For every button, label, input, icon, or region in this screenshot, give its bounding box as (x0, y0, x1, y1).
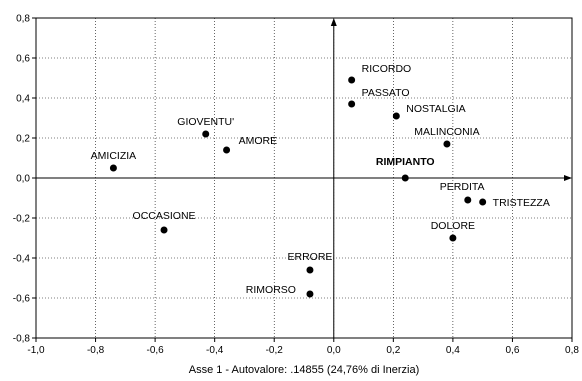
y-tick-label: -0,2 (13, 214, 31, 225)
x-tick-label: 0,8 (565, 345, 579, 356)
point-label-errore: ERRORE (287, 251, 332, 263)
zero-axes (36, 18, 572, 338)
x-tick-label: -0,6 (146, 345, 164, 356)
point-label-amore: AMORE (239, 135, 278, 147)
y-tick-label: -0,8 (13, 334, 31, 345)
point-label-nostalgia: NOSTALGIA (406, 103, 465, 115)
x-tick-label: 0,2 (386, 345, 400, 356)
tick-labels: -1,0 -0,8 -0,6 -0,4 -0,2 0,0 0,2 0,4 0,6 0,8-0,8-… (13, 14, 580, 357)
y-tick-label: 0,8 (16, 14, 30, 25)
y-tick-label: 0,2 (16, 134, 30, 145)
x-tick-label: -0,8 (87, 345, 105, 356)
point-errore (306, 266, 314, 274)
y-tick-label: -0,4 (13, 254, 31, 265)
point-label-occasione: OCCASIONE (133, 210, 196, 222)
y-tick-label: -0,6 (13, 294, 31, 305)
point-gioventu (202, 130, 210, 138)
point-dolore (449, 234, 457, 242)
point-nostalgia (392, 112, 400, 120)
point-passato (348, 100, 356, 108)
point-ricordo (348, 76, 356, 84)
x-tick-label: -1,0 (27, 345, 45, 356)
x-tick-label: -0,4 (206, 345, 224, 356)
x-tick-label: 0,4 (446, 345, 460, 356)
point-label-rimorso: RIMORSO (246, 284, 296, 296)
x-axis-arrowhead (564, 175, 572, 181)
y-tick-label: 0,6 (16, 54, 30, 65)
point-label-perdita: PERDITA (440, 181, 485, 193)
point-rimpianto (401, 174, 409, 182)
point-amicizia (109, 164, 117, 172)
point-malinconia (443, 140, 451, 148)
data-points: RICORDO PASSATO NOSTALGIA MALINCONIA GIOVENT… (91, 63, 550, 298)
point-perdita (464, 196, 472, 204)
point-label-amicizia: AMICIZIA (91, 150, 137, 162)
point-occasione (160, 226, 168, 234)
x-axis-label: Asse 1 - Autovalore: .14855 (24,76% di I… (189, 364, 420, 376)
point-label-rimpianto: RIMPIANTO (376, 156, 435, 168)
x-tick-label: -0,2 (266, 345, 284, 356)
point-label-passato: PASSATO (362, 87, 410, 99)
point-label-gioventu: GIOVENTU' (177, 116, 234, 128)
point-label-malinconia: MALINCONIA (414, 126, 479, 138)
x-tick-label: 0,0 (327, 345, 341, 356)
point-amore (223, 146, 231, 154)
point-tristezza (479, 198, 487, 206)
point-label-tristezza: TRISTEZZA (493, 197, 550, 209)
x-tick-label: 0,6 (505, 345, 519, 356)
point-label-dolore: DOLORE (431, 220, 475, 232)
y-tick-label: 0,4 (16, 94, 30, 105)
point-rimorso (306, 290, 314, 298)
y-axis-arrowhead (330, 18, 337, 26)
y-tick-label: 0,0 (16, 174, 30, 185)
point-label-ricordo: RICORDO (362, 63, 412, 75)
